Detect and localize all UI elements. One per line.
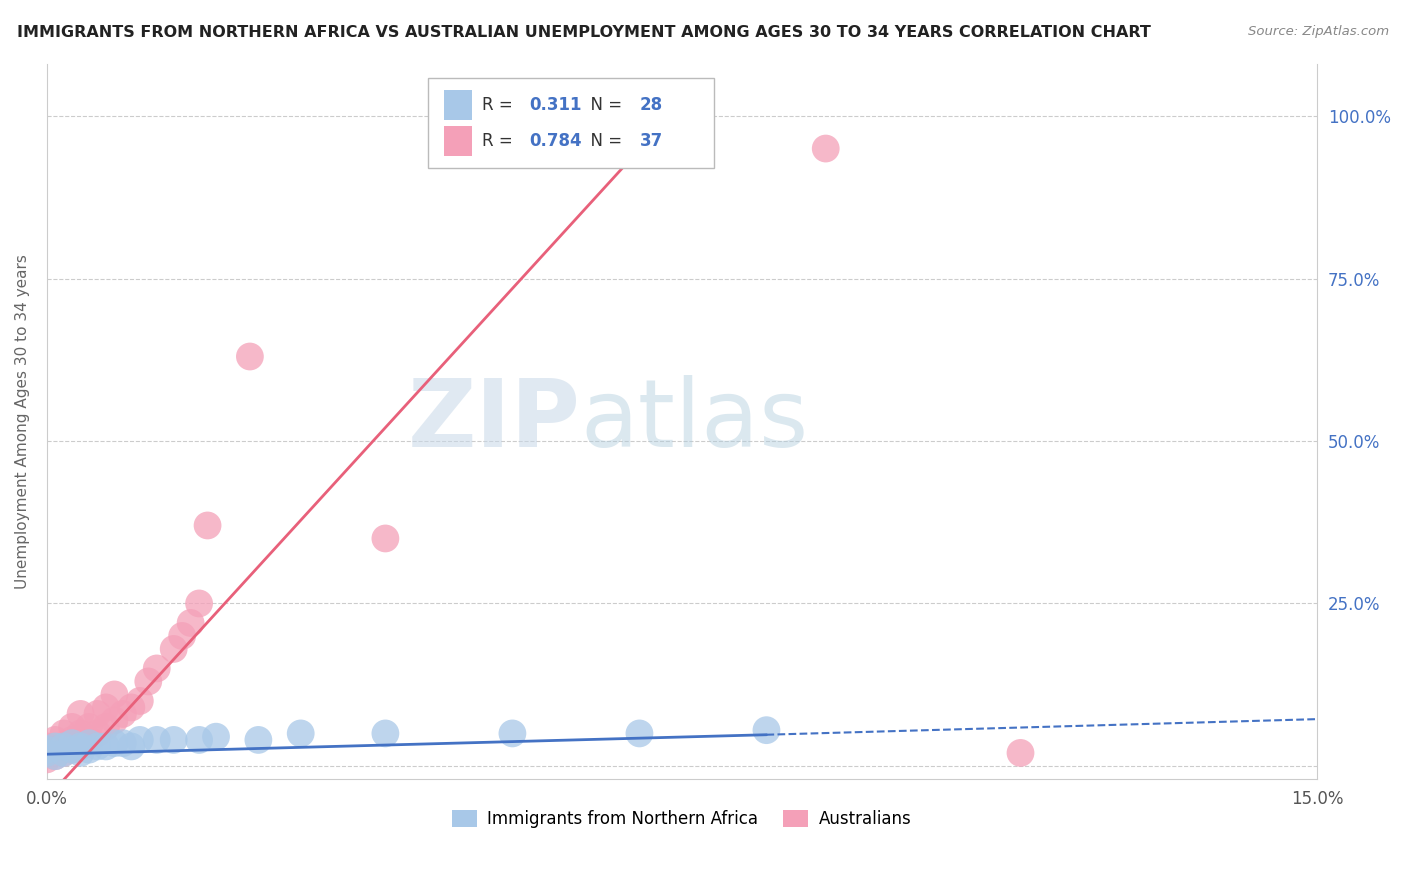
Point <box>69 739 91 754</box>
Point <box>69 739 91 754</box>
Text: 37: 37 <box>640 131 664 150</box>
Text: R =: R = <box>482 95 519 114</box>
Point <box>172 629 194 643</box>
Point <box>60 742 83 756</box>
Point <box>35 742 58 756</box>
Point <box>180 615 202 630</box>
Text: 0.311: 0.311 <box>529 95 582 114</box>
Point <box>103 736 125 750</box>
Text: N =: N = <box>581 95 627 114</box>
Point <box>69 706 91 721</box>
Text: N =: N = <box>581 131 627 150</box>
Point <box>35 746 58 760</box>
FancyBboxPatch shape <box>444 126 472 155</box>
Text: IMMIGRANTS FROM NORTHERN AFRICA VS AUSTRALIAN UNEMPLOYMENT AMONG AGES 30 TO 34 Y: IMMIGRANTS FROM NORTHERN AFRICA VS AUSTR… <box>17 25 1150 40</box>
Point <box>86 706 108 721</box>
Point <box>52 746 75 760</box>
Point <box>35 752 58 766</box>
Text: 0.784: 0.784 <box>529 131 582 150</box>
Point <box>163 733 186 747</box>
Point <box>103 714 125 728</box>
Point <box>501 726 523 740</box>
Point <box>814 142 837 156</box>
Text: Source: ZipAtlas.com: Source: ZipAtlas.com <box>1249 25 1389 38</box>
Text: atlas: atlas <box>581 376 808 467</box>
Point <box>44 733 66 747</box>
Point <box>35 746 58 760</box>
Point <box>374 726 396 740</box>
Point <box>120 739 142 754</box>
Point <box>628 726 651 740</box>
Point <box>69 726 91 740</box>
Point <box>52 726 75 740</box>
Point <box>44 749 66 764</box>
Point <box>60 720 83 734</box>
Point <box>145 733 167 747</box>
Point <box>52 739 75 754</box>
Point <box>1010 746 1032 760</box>
Point <box>188 597 211 611</box>
Point <box>44 749 66 764</box>
Point <box>94 700 117 714</box>
Point <box>111 706 134 721</box>
Point <box>290 726 312 740</box>
Point <box>60 733 83 747</box>
Point <box>44 742 66 756</box>
Text: 28: 28 <box>640 95 664 114</box>
Legend: Immigrants from Northern Africa, Australians: Immigrants from Northern Africa, Austral… <box>446 804 918 835</box>
Point <box>205 730 228 744</box>
Point <box>94 739 117 754</box>
Point <box>145 661 167 675</box>
Point <box>94 720 117 734</box>
Point <box>69 746 91 760</box>
Point <box>247 733 270 747</box>
Y-axis label: Unemployment Among Ages 30 to 34 years: Unemployment Among Ages 30 to 34 years <box>15 254 30 589</box>
FancyBboxPatch shape <box>427 78 713 168</box>
Point <box>44 739 66 754</box>
Point <box>77 736 100 750</box>
Point <box>52 739 75 754</box>
Point <box>128 733 150 747</box>
Text: R =: R = <box>482 131 519 150</box>
Point <box>755 723 778 738</box>
Point <box>86 739 108 754</box>
FancyBboxPatch shape <box>444 90 472 120</box>
Point <box>188 733 211 747</box>
Point <box>374 532 396 546</box>
Point <box>77 733 100 747</box>
Point <box>52 746 75 760</box>
Point <box>128 694 150 708</box>
Point <box>35 739 58 754</box>
Point <box>197 518 219 533</box>
Point <box>120 700 142 714</box>
Point <box>77 742 100 756</box>
Point <box>136 674 159 689</box>
Point <box>60 736 83 750</box>
Point <box>77 720 100 734</box>
Point <box>111 736 134 750</box>
Point <box>163 642 186 657</box>
Point <box>239 350 262 364</box>
Point <box>60 742 83 756</box>
Point <box>86 726 108 740</box>
Point <box>103 688 125 702</box>
Text: ZIP: ZIP <box>408 376 581 467</box>
